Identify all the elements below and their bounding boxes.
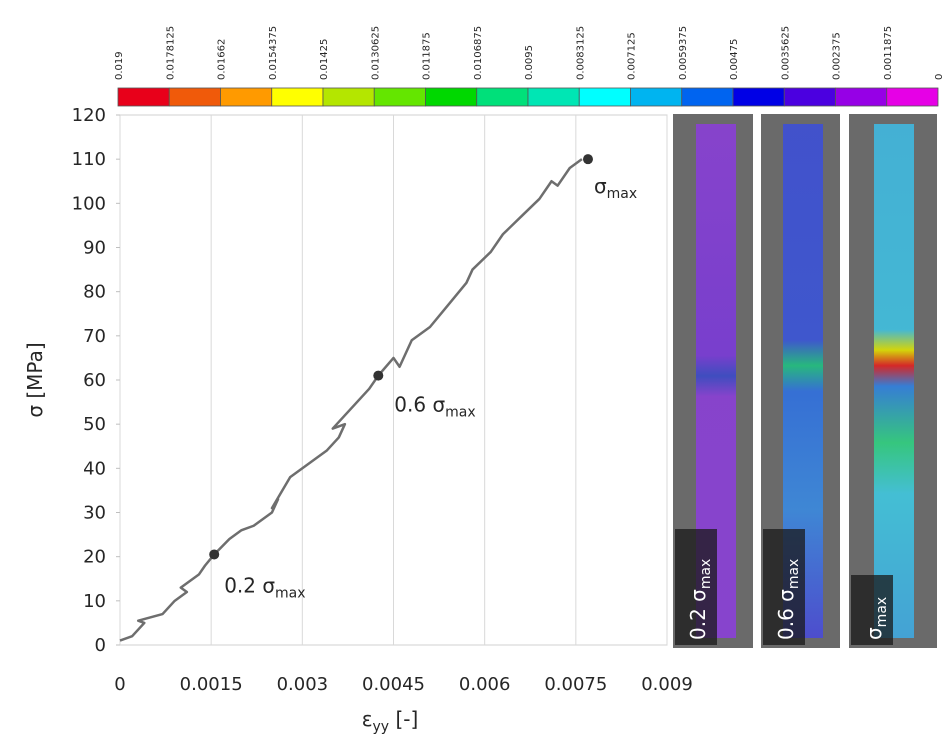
photo-label-main: σ xyxy=(862,627,886,640)
annotation-sub: max xyxy=(445,405,476,421)
colorbar-tick-label: 0.00475 xyxy=(729,39,740,80)
x-tick-label: 0.009 xyxy=(641,674,693,695)
y-tick-label: 0 xyxy=(95,635,106,656)
colorbar-segment xyxy=(425,87,478,107)
key-point xyxy=(582,154,593,165)
annotation: 0.6 σmax xyxy=(394,393,475,421)
photo-label: σmax xyxy=(862,597,890,640)
specimen-photos xyxy=(673,114,937,648)
colorbar-tick-label: 0.007125 xyxy=(627,32,638,80)
colorbar-tick-label: 0 xyxy=(934,74,944,80)
x-tick-label: 0.0075 xyxy=(544,674,607,695)
y-tick-label: 100 xyxy=(72,193,106,214)
x-axis-label-sub: yy xyxy=(373,719,390,735)
x-tick-label: 0.003 xyxy=(277,674,329,695)
colorbar-tick-label: 0.0154375 xyxy=(268,26,279,80)
label-box xyxy=(763,529,805,645)
colorbar-segment xyxy=(783,87,836,107)
y-tick-label: 50 xyxy=(83,414,106,435)
x-tick-label: 0.0045 xyxy=(362,674,425,695)
colorbar-tick-label: 0.0083125 xyxy=(575,26,586,80)
label-box xyxy=(851,575,893,645)
y-tick-label: 40 xyxy=(83,458,106,479)
y-tick-label: 120 xyxy=(72,105,106,126)
colorbar-segment xyxy=(322,87,375,107)
colorbar-tick-label: 0.019 xyxy=(114,51,125,80)
colorbar-tick-label: 0.01425 xyxy=(319,39,330,80)
colorbar-tick-label: 0.0130625 xyxy=(370,26,381,80)
colorbar-tick-label: 0.01662 xyxy=(217,39,228,80)
colorbar-tick-label: 0.0178125 xyxy=(165,26,176,80)
photo-label-sub: max xyxy=(698,559,714,590)
x-axis-label-main: ε xyxy=(362,707,373,731)
annotation: σmax xyxy=(594,174,637,202)
colorbar-tick-label: 0.0106875 xyxy=(473,26,484,80)
annotation-main: 0.6 σ xyxy=(394,393,445,417)
photo-label-sub: max xyxy=(874,597,890,628)
photo-label-main: 0.6 σ xyxy=(774,589,798,640)
colorbar-tick-label: 0.011875 xyxy=(422,32,433,80)
y-tick-label: 10 xyxy=(83,591,106,612)
colorbar-segment xyxy=(578,87,631,107)
y-tick-label: 20 xyxy=(83,547,106,568)
x-tick-label: 0.0015 xyxy=(180,674,243,695)
annotation-main: σ xyxy=(594,174,607,198)
colorbar-segment xyxy=(476,87,529,107)
key-point xyxy=(373,370,384,381)
annotation-sub: max xyxy=(275,585,306,601)
colorbar-segment xyxy=(373,87,426,107)
y-tick-label: 80 xyxy=(83,282,106,303)
y-tick-label: 110 xyxy=(72,149,106,170)
colorbar-segment xyxy=(168,87,221,107)
annotation-main: 0.2 σ xyxy=(224,573,275,597)
strain-overlay xyxy=(874,124,914,638)
photo-label-main: 0.2 σ xyxy=(686,589,710,640)
y-tick-label: 90 xyxy=(83,238,106,259)
photo-label-sub: max xyxy=(786,559,802,590)
colorbar-tick-label: 0.0095 xyxy=(524,45,535,80)
colorbar-segment xyxy=(117,87,170,107)
colorbar-segment xyxy=(732,87,785,107)
colorbar-tick-label: 0.002375 xyxy=(832,32,843,80)
colorbar-segment xyxy=(835,87,888,107)
x-axis-label: εyy [-] xyxy=(362,707,419,735)
x-tick-label: 0.006 xyxy=(459,674,511,695)
x-tick-label: 0 xyxy=(114,674,125,695)
colorbar-segment xyxy=(527,87,580,107)
colorbar-segment xyxy=(630,87,683,107)
colorbar-segment xyxy=(886,87,939,107)
colorbar-tick-label: 0.0011875 xyxy=(883,26,894,80)
colorbar-tick-label: 0.0035625 xyxy=(780,26,791,80)
colorbar-segment xyxy=(220,87,273,107)
annotation-sub: max xyxy=(607,186,638,202)
data-line xyxy=(119,158,583,642)
photo-label: 0.6 σmax xyxy=(774,559,802,640)
x-axis-label-suffix: [-] xyxy=(389,707,418,731)
photo-label: 0.2 σmax xyxy=(686,559,714,640)
colorbar-segment xyxy=(271,87,324,107)
y-tick-label: 70 xyxy=(83,326,106,347)
key-point xyxy=(209,549,220,560)
y-tick-label: 60 xyxy=(83,370,106,391)
colorbar-segment xyxy=(681,87,734,107)
annotation: 0.2 σmax xyxy=(224,573,305,601)
label-box xyxy=(675,529,717,645)
y-axis-label: σ [MPa] xyxy=(23,342,47,417)
colorbar-tick-label: 0.0059375 xyxy=(678,26,689,80)
y-tick-label: 30 xyxy=(83,503,106,524)
